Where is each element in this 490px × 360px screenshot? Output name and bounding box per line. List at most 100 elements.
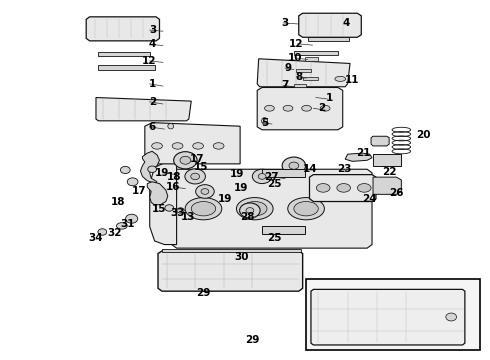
Ellipse shape xyxy=(302,105,312,111)
Text: 20: 20 xyxy=(416,130,431,140)
Bar xyxy=(303,77,318,80)
Polygon shape xyxy=(86,17,159,41)
Bar xyxy=(373,154,401,166)
Text: 18: 18 xyxy=(167,172,181,182)
Text: 17: 17 xyxy=(190,154,205,164)
Polygon shape xyxy=(345,153,372,161)
Text: 21: 21 xyxy=(357,148,371,158)
Ellipse shape xyxy=(196,185,214,198)
Text: 25: 25 xyxy=(267,233,281,243)
Ellipse shape xyxy=(148,166,157,172)
Text: 6: 6 xyxy=(149,122,156,132)
Ellipse shape xyxy=(265,105,274,111)
Ellipse shape xyxy=(317,184,330,192)
Polygon shape xyxy=(141,151,159,184)
Ellipse shape xyxy=(185,198,222,220)
Bar xyxy=(262,169,305,177)
Ellipse shape xyxy=(240,203,260,218)
Text: 15: 15 xyxy=(152,204,167,215)
Ellipse shape xyxy=(213,143,224,149)
Ellipse shape xyxy=(446,313,457,321)
Text: 1: 1 xyxy=(149,79,156,89)
Ellipse shape xyxy=(152,143,162,149)
Ellipse shape xyxy=(258,174,266,179)
Ellipse shape xyxy=(180,156,191,164)
Ellipse shape xyxy=(201,189,209,194)
Ellipse shape xyxy=(125,214,138,223)
Bar xyxy=(305,57,318,61)
Text: 19: 19 xyxy=(155,168,169,178)
Bar xyxy=(98,52,150,56)
Ellipse shape xyxy=(168,123,173,129)
Text: 19: 19 xyxy=(234,183,248,193)
Ellipse shape xyxy=(252,169,272,184)
Ellipse shape xyxy=(262,118,268,124)
Text: 26: 26 xyxy=(389,188,404,198)
Bar xyxy=(98,65,155,69)
Text: 29: 29 xyxy=(196,288,211,298)
Ellipse shape xyxy=(191,173,199,180)
Text: 23: 23 xyxy=(337,164,351,174)
Polygon shape xyxy=(145,123,240,164)
Text: 12: 12 xyxy=(142,56,156,66)
Ellipse shape xyxy=(98,229,107,235)
Text: 3: 3 xyxy=(282,18,289,28)
Polygon shape xyxy=(373,177,401,194)
Ellipse shape xyxy=(335,76,345,81)
Text: 19: 19 xyxy=(229,168,244,179)
Ellipse shape xyxy=(282,157,306,174)
Text: 2: 2 xyxy=(318,103,325,113)
Text: 3: 3 xyxy=(149,25,156,35)
Text: 9: 9 xyxy=(284,63,292,73)
Text: 8: 8 xyxy=(295,72,303,82)
Ellipse shape xyxy=(191,202,216,216)
Text: 12: 12 xyxy=(289,39,304,49)
Text: 17: 17 xyxy=(132,186,147,197)
Ellipse shape xyxy=(127,178,138,186)
Text: 18: 18 xyxy=(111,197,125,207)
Text: 25: 25 xyxy=(267,179,281,189)
Ellipse shape xyxy=(246,208,254,213)
Bar xyxy=(306,279,480,350)
Bar xyxy=(262,226,305,234)
Polygon shape xyxy=(310,175,376,202)
Text: 5: 5 xyxy=(261,118,269,128)
Text: 10: 10 xyxy=(288,53,303,63)
Text: 30: 30 xyxy=(234,252,249,262)
Polygon shape xyxy=(299,13,361,37)
Ellipse shape xyxy=(289,162,299,169)
Polygon shape xyxy=(172,169,372,248)
Text: 27: 27 xyxy=(265,172,279,182)
Text: 2: 2 xyxy=(149,97,156,107)
Bar xyxy=(294,84,306,87)
Polygon shape xyxy=(257,87,343,130)
Text: 1: 1 xyxy=(326,93,333,103)
Text: 31: 31 xyxy=(121,219,135,229)
Bar xyxy=(308,37,349,41)
Ellipse shape xyxy=(288,198,324,220)
Text: 32: 32 xyxy=(107,228,122,238)
Ellipse shape xyxy=(243,202,267,216)
Polygon shape xyxy=(158,251,303,291)
Ellipse shape xyxy=(283,105,293,111)
Ellipse shape xyxy=(337,184,350,192)
Text: 28: 28 xyxy=(240,212,255,221)
Ellipse shape xyxy=(121,166,130,174)
Text: 14: 14 xyxy=(303,164,318,174)
Ellipse shape xyxy=(185,169,205,184)
Text: 24: 24 xyxy=(362,194,377,204)
Text: 15: 15 xyxy=(194,162,208,172)
Ellipse shape xyxy=(357,184,371,192)
Text: 29: 29 xyxy=(245,334,260,345)
Ellipse shape xyxy=(193,143,203,149)
Text: 4: 4 xyxy=(148,40,156,49)
Text: 7: 7 xyxy=(282,80,289,90)
Polygon shape xyxy=(311,289,465,345)
Bar xyxy=(296,69,311,72)
Ellipse shape xyxy=(320,105,330,111)
Text: 11: 11 xyxy=(345,75,360,85)
Text: 34: 34 xyxy=(89,233,103,243)
Ellipse shape xyxy=(117,223,127,229)
Polygon shape xyxy=(257,59,350,87)
Text: 22: 22 xyxy=(382,167,396,177)
